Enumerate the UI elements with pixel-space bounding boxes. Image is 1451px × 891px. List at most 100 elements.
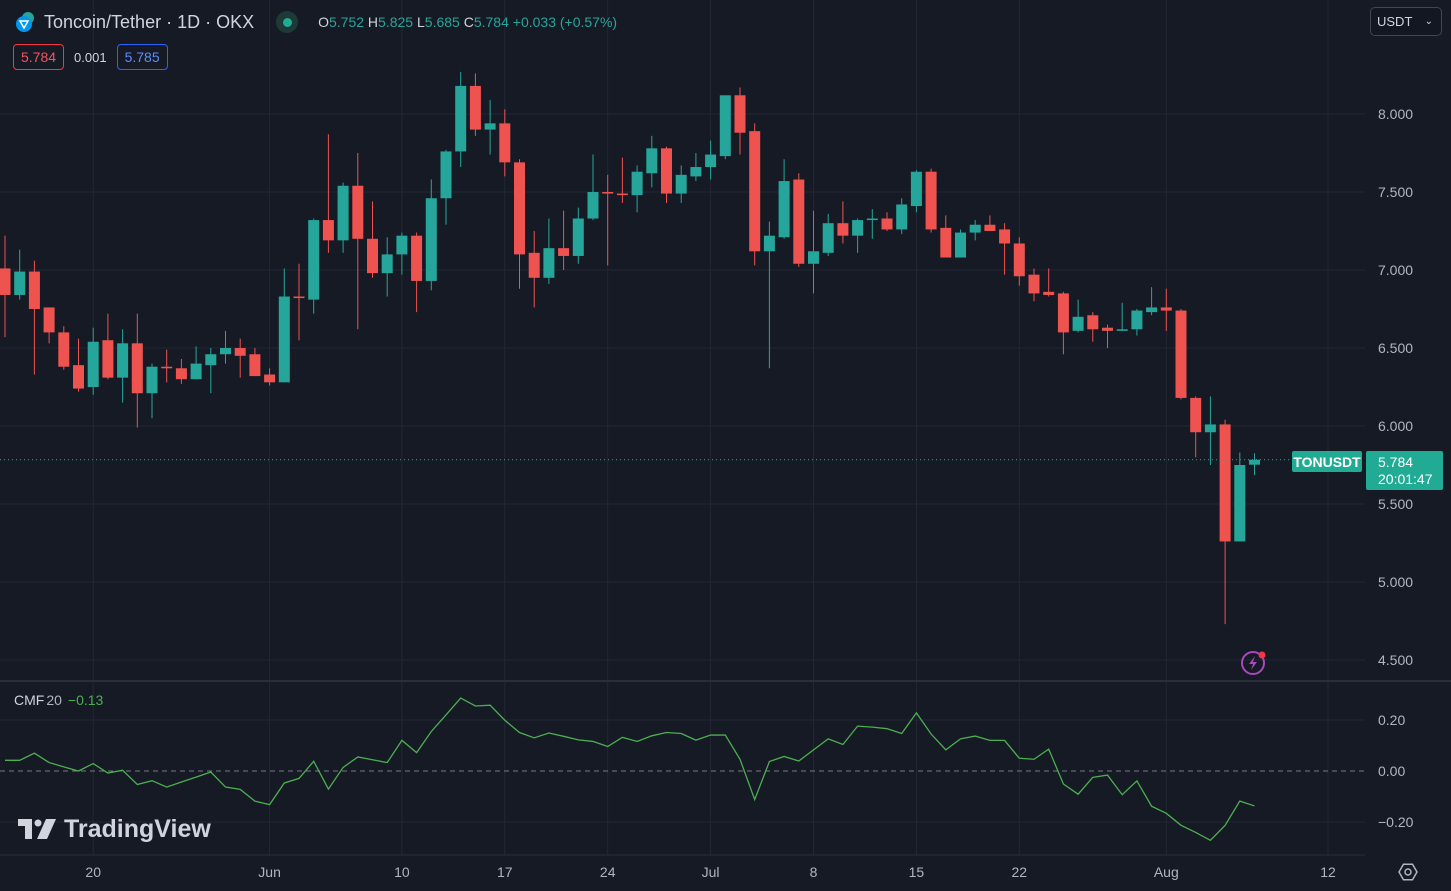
candle-body	[293, 296, 305, 299]
candle	[234, 338, 246, 378]
candle	[1190, 396, 1202, 458]
candle-body	[528, 252, 540, 278]
candle	[455, 71, 467, 168]
candle-body	[455, 85, 467, 152]
candle-body	[411, 235, 423, 281]
spread-value: 0.001	[74, 49, 107, 65]
candle	[984, 215, 996, 231]
candle-body	[514, 162, 525, 255]
candle	[558, 210, 570, 270]
candle	[352, 153, 364, 330]
price-tick-label: 6.500	[1378, 340, 1413, 356]
candle-body	[440, 151, 452, 199]
candle-body	[734, 95, 746, 133]
candle	[102, 313, 114, 380]
candle	[1072, 299, 1084, 333]
candle-body	[190, 363, 202, 380]
candle	[1146, 287, 1158, 316]
candle	[616, 157, 628, 203]
candle	[28, 260, 40, 375]
candle-body	[910, 171, 922, 207]
candle-body	[969, 224, 981, 233]
cmf-legend[interactable]: CMF 20 −0.13	[14, 692, 103, 708]
candle-body	[1190, 397, 1202, 433]
candle-body	[337, 185, 349, 241]
candle-body	[1116, 329, 1128, 331]
candle	[808, 210, 819, 294]
candle	[1116, 302, 1128, 331]
candle	[1204, 396, 1216, 465]
candle-body	[602, 192, 614, 194]
time-tick-label: Jul	[702, 864, 720, 880]
candle-body	[543, 248, 555, 278]
candle-body	[866, 218, 878, 221]
candle-body	[1057, 293, 1069, 333]
candle	[1219, 419, 1231, 625]
alert-lightning-icon[interactable]	[1241, 651, 1266, 675]
candle	[278, 268, 290, 383]
candle-body	[28, 271, 40, 309]
candle-body	[1028, 274, 1040, 294]
candle-body	[999, 229, 1011, 244]
price-tick-label: 8.000	[1378, 106, 1413, 122]
candle-body	[367, 238, 378, 274]
cmf-name: CMF	[14, 692, 45, 708]
candle	[73, 338, 84, 392]
candle-body	[161, 366, 173, 369]
candle-body	[661, 148, 672, 194]
candle-body	[572, 218, 584, 256]
time-tick-label: 12	[1320, 864, 1336, 880]
chart-header: Toncoin/Tether · 1D · OKX O5.752 H5.825 …	[14, 10, 617, 34]
candle	[661, 146, 672, 203]
tradingview-logo-icon	[18, 818, 56, 839]
candle-body	[117, 343, 129, 378]
candle	[322, 134, 334, 253]
cmf-axis[interactable]: 0.20 0.00 −0.20	[1378, 712, 1414, 830]
price-axis[interactable]: 8.000 7.500 7.000 6.500 6.000 5.500 5.000 4.500	[1378, 106, 1413, 668]
time-tick-label: 24	[600, 864, 616, 880]
candle	[969, 220, 981, 241]
candle-body	[322, 220, 334, 241]
price-tick-label: 4.500	[1378, 652, 1413, 668]
candle-body	[234, 348, 246, 356]
candle-body	[1160, 307, 1172, 311]
candle-body	[705, 154, 717, 168]
candles	[0, 71, 1260, 625]
candle-body	[0, 268, 11, 295]
time-axis[interactable]: 20 Jun 10 17 24 Jul 8 15 22 Aug 12	[85, 864, 1336, 880]
currency-select[interactable]: USDT ⌄	[1370, 7, 1442, 36]
candle	[1131, 309, 1143, 336]
candle-body	[102, 340, 114, 378]
candle	[1102, 324, 1113, 348]
tradingview-logo[interactable]: TradingView	[18, 815, 211, 844]
candle	[822, 213, 834, 256]
candle	[572, 207, 584, 264]
candle-body	[822, 223, 834, 253]
candle	[337, 182, 349, 253]
buy-button[interactable]: 5.785	[116, 44, 168, 70]
candle	[837, 201, 849, 244]
candle-body	[1146, 307, 1158, 313]
symbol-price-tag: TONUSDT	[1292, 451, 1362, 472]
candle	[293, 263, 305, 341]
candle	[1057, 291, 1069, 355]
candle	[205, 348, 217, 394]
symbol-title[interactable]: Toncoin/Tether · 1D · OKX	[44, 11, 255, 32]
sell-button[interactable]: 5.784	[13, 44, 65, 70]
candle-body	[749, 131, 761, 252]
candle	[910, 170, 922, 213]
candle	[1087, 312, 1099, 342]
time-tick-label: 17	[497, 864, 513, 880]
time-tick-label: Jun	[258, 864, 281, 880]
market-open-status-icon[interactable]	[276, 11, 299, 33]
candle-body	[646, 148, 658, 174]
candle-body	[87, 341, 99, 387]
price-tick-label: 7.500	[1378, 184, 1413, 200]
candle-body	[131, 343, 143, 394]
settings-gear-icon[interactable]	[1398, 863, 1418, 881]
candle-body	[425, 198, 437, 281]
candle-body	[1072, 316, 1084, 331]
candle	[396, 232, 408, 275]
candle-body	[249, 354, 261, 377]
